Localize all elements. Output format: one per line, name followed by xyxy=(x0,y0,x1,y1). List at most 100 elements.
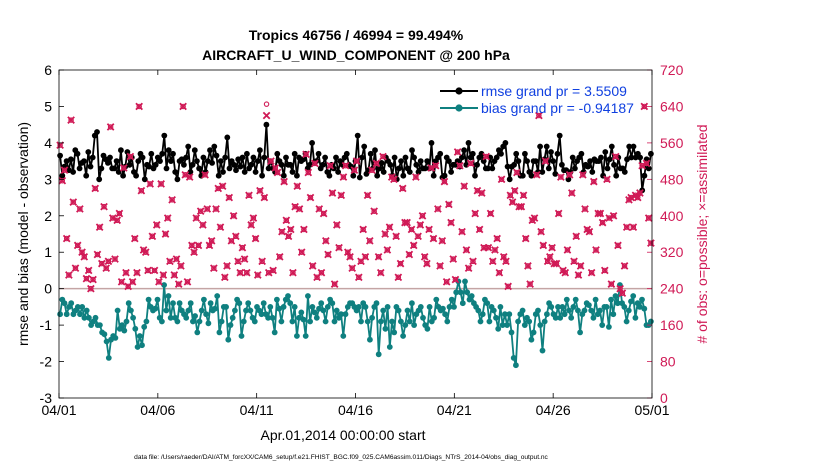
possible-marker xyxy=(380,153,386,160)
assimilated-x xyxy=(106,123,115,131)
assimilated-x xyxy=(267,157,275,165)
possible-marker xyxy=(419,213,426,219)
bias-point xyxy=(159,318,165,325)
assimilated-x xyxy=(370,207,379,216)
possible-marker xyxy=(573,233,579,240)
possible-marker xyxy=(525,263,531,269)
bias-point xyxy=(490,307,497,314)
assimilated-marker xyxy=(587,268,596,277)
assimilated-marker xyxy=(537,227,545,236)
possible-marker xyxy=(61,167,68,173)
assimilated-x xyxy=(183,277,192,286)
rmse-point xyxy=(409,147,415,154)
bias-point xyxy=(163,307,170,314)
possible-marker xyxy=(470,258,476,265)
assimilated-marker xyxy=(247,221,256,229)
bias-point xyxy=(557,314,564,321)
rmse-point xyxy=(213,152,220,159)
bias-point xyxy=(568,314,575,321)
assimilated-marker xyxy=(449,255,458,263)
x-tick-label: 04/11 xyxy=(240,402,274,418)
assimilated-marker xyxy=(447,218,455,227)
bias-point xyxy=(504,322,510,328)
assimilated-x xyxy=(396,259,405,268)
rmse-point xyxy=(124,149,131,155)
bias-point xyxy=(552,314,559,321)
bias-point xyxy=(541,318,548,325)
assimilated-x xyxy=(462,246,471,254)
rmse-point xyxy=(68,156,74,163)
possible-marker xyxy=(503,258,509,265)
assimilated-x xyxy=(201,170,209,179)
assimilated-marker xyxy=(524,262,532,270)
assimilated-x xyxy=(572,232,581,241)
rmse-point xyxy=(220,169,226,175)
possible-marker xyxy=(586,228,593,235)
assimilated-marker xyxy=(620,262,629,270)
possible-marker xyxy=(134,269,140,276)
bias-point xyxy=(468,293,475,299)
rmse-point xyxy=(81,158,87,165)
rmse-point xyxy=(572,165,578,172)
assimilated-x xyxy=(284,232,293,241)
possible-marker xyxy=(369,167,375,173)
assimilated-x xyxy=(60,166,69,175)
possible-marker xyxy=(558,174,564,180)
bias-point xyxy=(307,318,313,325)
bias-point xyxy=(614,300,621,307)
possible-marker xyxy=(435,206,441,212)
assimilated-marker xyxy=(640,102,649,111)
assimilated-x xyxy=(172,255,181,263)
rmse-point xyxy=(152,161,159,168)
possible-marker xyxy=(281,178,287,185)
possible-marker xyxy=(90,276,96,283)
possible-marker xyxy=(270,267,276,274)
assimilated-marker xyxy=(87,284,95,293)
assimilated-marker xyxy=(95,223,104,232)
rmse-point xyxy=(76,165,83,172)
assimilated-x xyxy=(89,275,97,284)
assimilated-marker xyxy=(567,189,576,197)
assimilated-x xyxy=(508,198,517,206)
possible-marker xyxy=(325,251,331,258)
bias-point xyxy=(320,307,327,314)
assimilated-marker xyxy=(220,273,229,282)
possible-marker xyxy=(327,162,333,169)
rmse-point xyxy=(380,169,387,175)
rmse-point xyxy=(280,172,287,179)
assimilated-x xyxy=(253,271,262,279)
rmse-point xyxy=(191,147,198,154)
assimilated-marker xyxy=(148,232,157,241)
possible-marker xyxy=(375,254,382,260)
bias-point xyxy=(528,336,535,343)
assimilated-marker xyxy=(521,234,530,243)
assimilated-x xyxy=(488,257,497,266)
possible-marker xyxy=(305,169,312,176)
rmse-point xyxy=(613,172,620,179)
legend-rmse-label: rmse grand pr = 3.5509 xyxy=(481,83,627,99)
rmse-point xyxy=(239,154,246,161)
possible-marker xyxy=(63,235,70,242)
possible-marker xyxy=(595,210,601,217)
assimilated-marker xyxy=(576,262,585,270)
bias-point xyxy=(63,311,70,318)
possible-marker xyxy=(485,244,492,251)
rmse-point xyxy=(424,158,431,165)
x-axis-label: Apr.01,2014 00:00:00 start xyxy=(260,427,425,443)
left-y-tick-label: -2 xyxy=(40,354,53,370)
assimilated-x xyxy=(280,177,288,186)
rmse-point xyxy=(402,154,409,161)
rmse-point xyxy=(413,161,420,168)
assimilated-marker xyxy=(306,193,315,202)
assimilated-marker xyxy=(425,225,433,234)
bias-point xyxy=(318,300,325,307)
rmse-point xyxy=(157,158,163,165)
possible-marker xyxy=(248,222,254,228)
assimilated-marker xyxy=(201,170,209,179)
bias-point xyxy=(214,293,221,299)
possible-marker xyxy=(617,285,623,292)
bias-point xyxy=(630,293,637,299)
bias-point xyxy=(375,351,382,358)
legend-bias-marker xyxy=(455,104,463,112)
assimilated-x xyxy=(379,152,387,161)
